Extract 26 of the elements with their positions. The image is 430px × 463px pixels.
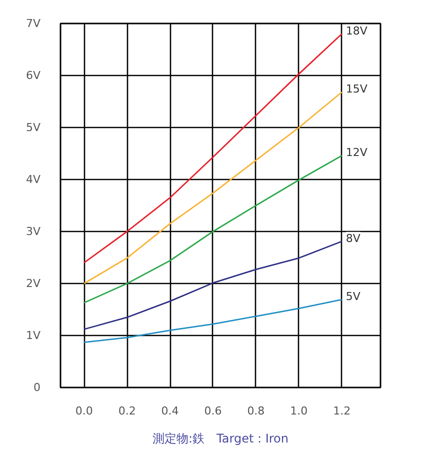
x-tick-label: 1.0 xyxy=(290,404,308,418)
series-label: 12V xyxy=(346,146,368,160)
x-tick-label: 0.4 xyxy=(161,404,179,418)
y-tick-label: 5V xyxy=(26,121,41,134)
line-series xyxy=(83,91,343,284)
series-label: 15V xyxy=(346,82,368,96)
line-series xyxy=(83,33,343,264)
line-series xyxy=(83,240,343,330)
y-tick-label: 1V xyxy=(26,329,41,342)
y-tick-label: 4V xyxy=(26,173,41,186)
x-tick-label: 0.8 xyxy=(247,404,265,418)
x-tick-label: 1.2 xyxy=(333,404,351,418)
line-series xyxy=(83,154,343,304)
x-axis-title: 測定物:鉄 Target : Iron xyxy=(152,432,288,446)
y-tick-label: 6V xyxy=(26,69,41,82)
series-label: 5V xyxy=(346,290,361,304)
x-tick-label: 0.6 xyxy=(204,404,222,418)
y-tick-label: 3V xyxy=(26,225,41,238)
series-label: 18V xyxy=(346,24,368,38)
y-tick-label: 2V xyxy=(26,277,41,290)
y-tick-label: 7V xyxy=(26,17,41,30)
series-label: 8V xyxy=(346,232,361,245)
x-tick-label: 0.2 xyxy=(118,404,136,418)
x-tick-label: 0.0 xyxy=(75,404,93,418)
y-tick-label: 0 xyxy=(34,381,40,394)
line-series xyxy=(83,298,343,343)
